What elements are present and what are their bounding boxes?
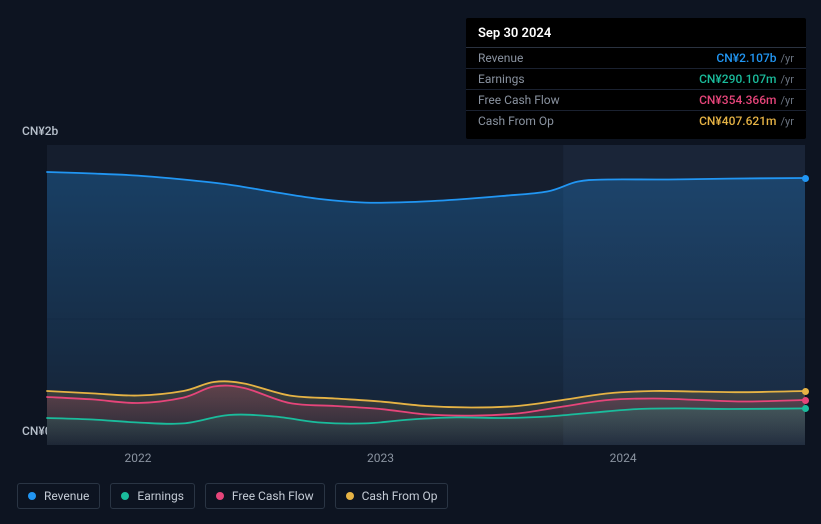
legend-item-label: Free Cash Flow — [232, 489, 314, 503]
tooltip-row-label: Earnings — [478, 72, 525, 86]
legend-dot-icon — [121, 492, 129, 500]
tooltip-row-label: Cash From Op — [478, 114, 554, 128]
x-axis-label: 2023 — [367, 451, 394, 465]
chart-svg — [17, 145, 805, 445]
tooltip-row-label: Free Cash Flow — [478, 93, 560, 107]
earnings-endpoint-dot — [802, 405, 809, 412]
legend-item-label: Revenue — [44, 489, 89, 503]
tooltip-row: Revenue CN¥2.107b/yr — [466, 48, 806, 69]
tooltip-row: Free Cash Flow CN¥354.366m/yr — [466, 90, 806, 111]
legend-dot-icon — [216, 492, 224, 500]
x-axis-label: 2024 — [610, 451, 637, 465]
legend: Revenue Earnings Free Cash Flow Cash From O… — [17, 483, 448, 509]
data-tooltip: Sep 30 2024 Revenue CN¥2.107b/yr Earnings C… — [466, 18, 806, 139]
legend-item-revenue[interactable]: Revenue — [17, 483, 100, 509]
tooltip-row: Earnings CN¥290.107m/yr — [466, 69, 806, 90]
tooltip-row-label: Revenue — [478, 51, 523, 65]
legend-item-label: Cash From Op — [362, 489, 438, 503]
y-axis-label-top: CN¥2b — [22, 124, 58, 138]
legend-dot-icon — [28, 492, 36, 500]
x-axis-label: 2022 — [124, 451, 151, 465]
tooltip-row-value: CN¥407.621m/yr — [699, 114, 794, 128]
legend-dot-icon — [346, 492, 354, 500]
tooltip-row: Cash From Op CN¥407.621m/yr — [466, 111, 806, 131]
cash-from-op-endpoint-dot — [802, 388, 809, 395]
tooltip-row-value: CN¥2.107b/yr — [716, 51, 794, 65]
legend-item-earnings[interactable]: Earnings — [110, 483, 195, 509]
revenue-endpoint-dot — [802, 175, 809, 182]
chart-area[interactable] — [17, 145, 805, 445]
tooltip-date: Sep 30 2024 — [466, 26, 806, 48]
tooltip-row-value: CN¥290.107m/yr — [699, 72, 794, 86]
legend-item-free-cash-flow[interactable]: Free Cash Flow — [205, 483, 325, 509]
legend-item-label: Earnings — [137, 489, 184, 503]
free-cash-flow-endpoint-dot — [802, 397, 809, 404]
legend-item-cash-from-op[interactable]: Cash From Op — [335, 483, 449, 509]
tooltip-row-value: CN¥354.366m/yr — [699, 93, 794, 107]
